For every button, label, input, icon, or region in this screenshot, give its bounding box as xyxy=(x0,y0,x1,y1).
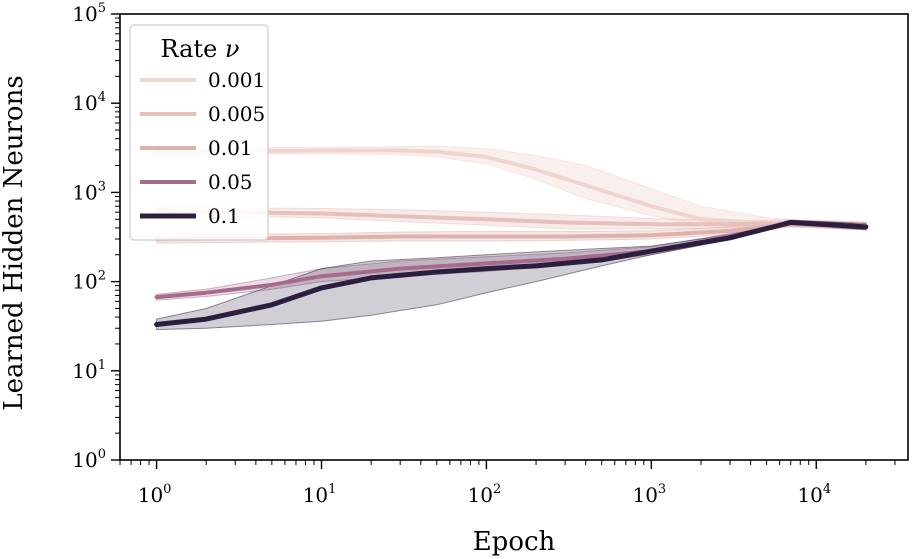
plot-frame xyxy=(119,13,909,461)
y-tick-label: 104 xyxy=(72,90,106,115)
y-tick-label: 103 xyxy=(72,179,106,204)
y-tick-label: 105 xyxy=(72,1,106,26)
legend-title: Rate ν xyxy=(161,35,240,63)
x-tick-label: 100 xyxy=(138,482,172,507)
legend-label-4: 0.1 xyxy=(208,204,240,228)
x-tick-label: 103 xyxy=(632,482,666,507)
y-tick-label: 102 xyxy=(72,269,106,294)
x-tick-label: 101 xyxy=(303,482,337,507)
y-tick-label: 101 xyxy=(72,358,106,383)
legend-label-3: 0.05 xyxy=(208,170,253,194)
series-line-1 xyxy=(154,208,868,228)
series-lines xyxy=(154,148,869,327)
x-tick-label: 104 xyxy=(797,482,831,507)
legend: Rate ν 0.001 0.005 0.01 0.05 0.1 xyxy=(129,24,269,241)
axes: 100 101 102 103 104 100 101 102 103 104 105 xyxy=(72,1,909,507)
legend-label-0: 0.001 xyxy=(208,68,265,92)
x-tick-label: 102 xyxy=(468,482,502,507)
y-axis-label: Learned Hidden Neurons xyxy=(0,75,29,410)
x-axis-label: Epoch xyxy=(473,527,556,557)
legend-label-2: 0.01 xyxy=(208,136,253,160)
legend-items: 0.001 0.005 0.01 0.05 0.1 xyxy=(140,68,265,228)
legend-label-1: 0.005 xyxy=(208,102,265,126)
y-tick-label: 100 xyxy=(72,447,106,472)
series-line-4 xyxy=(154,220,869,327)
